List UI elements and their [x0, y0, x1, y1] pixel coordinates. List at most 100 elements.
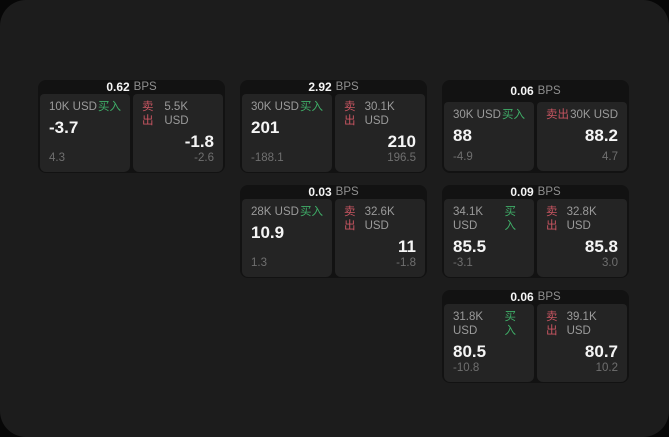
quote-card: 2.92 BPS 30K USD 买入 201 -188.1 卖出 30.1K …: [240, 80, 427, 173]
buy-label: 买入: [504, 311, 516, 337]
buy-price: -3.7: [49, 117, 79, 137]
bps-unit-label: BPS: [537, 186, 561, 198]
quote-card: 0.09 BPS 34.1K USD 买入 85.5 -3.1 卖出 32.8K…: [442, 185, 629, 278]
buy-sub-value: -4.9: [453, 151, 473, 164]
buy-price: 88: [453, 125, 472, 145]
card-header: 0.06 BPS: [442, 80, 629, 102]
card-header: 0.62 BPS: [38, 80, 225, 94]
buy-sub-value: -3.1: [453, 256, 473, 269]
sell-panel[interactable]: 卖出 30.1K USD 210 196.5: [335, 94, 425, 172]
buy-panel-header: 31.8K USD 买入: [453, 311, 525, 339]
sell-sub-value: 10.2: [595, 361, 618, 374]
bps-value: 0.62: [106, 80, 130, 94]
buy-label: 买入: [98, 101, 121, 113]
buy-sub-value: -10.8: [453, 361, 480, 374]
sell-panel[interactable]: 卖出 32.8K USD 85.8 3.0: [537, 199, 627, 277]
bps-value: 0.09: [510, 185, 534, 199]
bps-unit-label: BPS: [133, 81, 157, 93]
sell-price: 11: [398, 236, 416, 256]
quote-card: 0.06 BPS 31.8K USD 买入 80.5 -10.8 卖出 39.1…: [442, 290, 629, 383]
buy-panel-header: 30K USD 买入: [251, 101, 323, 115]
buy-panel[interactable]: 31.8K USD 买入 80.5 -10.8: [444, 304, 534, 382]
buy-label: 买入: [300, 206, 323, 218]
buy-panel[interactable]: 34.1K USD 买入 85.5 -3.1: [444, 199, 534, 277]
buy-panel-header: 30K USD 买入: [453, 109, 525, 123]
buy-sub-value: 4.3: [49, 151, 65, 164]
buy-price: 10.9: [251, 222, 285, 242]
quote-card: 0.06 BPS 30K USD 买入 88 -4.9 卖出 30K USD 8…: [442, 80, 629, 173]
sell-label: 卖出: [344, 101, 356, 127]
sell-amount: 5.5K USD: [164, 101, 189, 127]
sell-panel-header: 卖出 32.6K USD: [344, 206, 416, 234]
buy-label: 买入: [502, 109, 525, 121]
sell-amount: 30.1K USD: [364, 101, 395, 127]
bps-value: 2.92: [308, 80, 332, 94]
buy-panel-header: 28K USD 买入: [251, 206, 323, 220]
card-body: 30K USD 买入 88 -4.9 卖出 30K USD 88.2 4.7: [442, 102, 629, 173]
buy-panel-header: 34.1K USD 买入: [453, 206, 525, 234]
sell-panel-header: 卖出 39.1K USD: [546, 311, 618, 339]
sell-label: 卖出: [344, 206, 356, 232]
card-body: 31.8K USD 买入 80.5 -10.8 卖出 39.1K USD 80.…: [442, 304, 629, 383]
buy-label: 买入: [300, 101, 323, 113]
bps-unit-label: BPS: [335, 186, 359, 198]
sell-price: 88.2: [584, 125, 618, 145]
sell-label: 卖出: [546, 311, 558, 337]
buy-sub-value: -188.1: [251, 151, 284, 164]
buy-panel[interactable]: 30K USD 买入 88 -4.9: [444, 102, 534, 171]
bps-value: 0.03: [308, 185, 332, 199]
sell-amount: 32.8K USD: [566, 206, 597, 232]
card-body: 34.1K USD 买入 85.5 -3.1 卖出 32.8K USD 85.8…: [442, 199, 629, 278]
sell-label: 卖出: [546, 206, 558, 232]
card-header: 0.09 BPS: [442, 185, 629, 199]
buy-amount: 30K USD: [453, 109, 501, 121]
card-body: 30K USD 买入 201 -188.1 卖出 30.1K USD 210 1…: [240, 94, 427, 173]
card-body: 28K USD 买入 10.9 1.3 卖出 32.6K USD 11 -1.8: [240, 199, 427, 278]
card-header: 0.06 BPS: [442, 290, 629, 304]
card-body: 10K USD 买入 -3.7 4.3 卖出 5.5K USD -1.8 -2.…: [38, 94, 225, 173]
sell-amount: 30K USD: [570, 109, 618, 121]
sell-panel-header: 卖出 30.1K USD: [344, 101, 416, 129]
buy-panel[interactable]: 10K USD 买入 -3.7 4.3: [40, 94, 130, 172]
sell-panel-header: 卖出 32.8K USD: [546, 206, 618, 234]
buy-panel-header: 10K USD 买入: [49, 101, 121, 115]
sell-panel[interactable]: 卖出 39.1K USD 80.7 10.2: [537, 304, 627, 382]
bps-unit-label: BPS: [335, 81, 359, 93]
sell-label: 卖出: [546, 109, 569, 121]
bps-unit-label: BPS: [537, 291, 561, 303]
bps-value: 0.06: [510, 290, 534, 304]
buy-label: 买入: [504, 206, 516, 232]
sell-price: 85.8: [584, 236, 618, 256]
sell-sub-value: 4.7: [602, 151, 618, 164]
sell-panel-header: 卖出 5.5K USD: [142, 101, 214, 129]
buy-amount: 34.1K USD: [453, 206, 484, 232]
buy-amount: 30K USD: [251, 101, 299, 113]
sell-panel[interactable]: 卖出 5.5K USD -1.8 -2.6: [133, 94, 223, 172]
buy-sub-value: 1.3: [251, 256, 267, 269]
sell-sub-value: -2.6: [194, 151, 214, 164]
bps-value: 0.06: [510, 84, 534, 98]
quote-card: 0.62 BPS 10K USD 买入 -3.7 4.3 卖出 5.5K USD…: [38, 80, 225, 173]
card-header: 2.92 BPS: [240, 80, 427, 94]
card-header: 0.03 BPS: [240, 185, 427, 199]
sell-panel[interactable]: 卖出 30K USD 88.2 4.7: [537, 102, 627, 171]
sell-sub-value: -1.8: [396, 256, 416, 269]
buy-price: 201: [251, 117, 280, 137]
quote-card: 0.03 BPS 28K USD 买入 10.9 1.3 卖出 32.6K US…: [240, 185, 427, 278]
buy-price: 80.5: [453, 341, 487, 361]
buy-amount: 31.8K USD: [453, 311, 484, 337]
buy-panel[interactable]: 28K USD 买入 10.9 1.3: [242, 199, 332, 277]
buy-amount: 10K USD: [49, 101, 97, 113]
bps-unit-label: BPS: [537, 85, 561, 97]
buy-price: 85.5: [453, 236, 487, 256]
buy-panel[interactable]: 30K USD 买入 201 -188.1: [242, 94, 332, 172]
sell-label: 卖出: [142, 101, 154, 127]
buy-amount: 28K USD: [251, 206, 299, 218]
sell-price: 210: [387, 131, 416, 151]
sell-panel-header: 卖出 30K USD: [546, 109, 618, 123]
sell-sub-value: 196.5: [387, 151, 416, 164]
sell-panel[interactable]: 卖出 32.6K USD 11 -1.8: [335, 199, 425, 277]
sell-amount: 32.6K USD: [364, 206, 395, 232]
quote-cards-grid: 0.62 BPS 10K USD 买入 -3.7 4.3 卖出 5.5K USD…: [38, 80, 629, 383]
